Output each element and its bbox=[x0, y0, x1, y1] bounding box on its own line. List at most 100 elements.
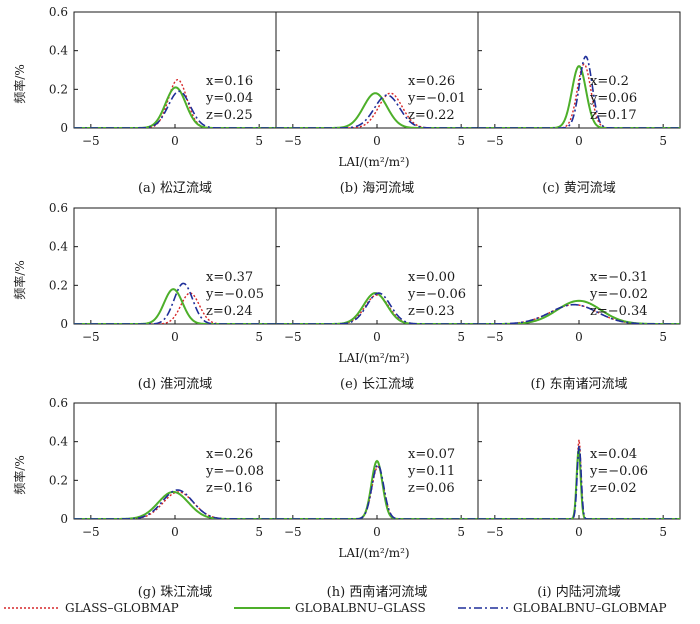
x-tick-label: 0 bbox=[575, 134, 583, 148]
panel-caption: (h) 西南诸河流域 bbox=[327, 584, 428, 600]
x-tick-label: 0 bbox=[575, 525, 583, 539]
series-line bbox=[478, 63, 680, 128]
y-tick-label: 0.4 bbox=[49, 44, 68, 58]
y-axis-label: 频率/% bbox=[12, 260, 27, 299]
series-line bbox=[74, 288, 276, 324]
stat-annotation: y=−0.06 bbox=[589, 464, 648, 479]
y-tick-label: 0 bbox=[60, 512, 68, 526]
x-tick-label: 0 bbox=[171, 134, 179, 148]
stat-annotation: x=0.04 bbox=[590, 447, 637, 462]
x-tick-label: 0 bbox=[171, 330, 179, 344]
y-tick-label: 0.4 bbox=[49, 240, 68, 254]
stat-annotation: y=−0.02 bbox=[589, 287, 648, 302]
series-line bbox=[74, 282, 276, 324]
stat-annotation: y=−0.08 bbox=[205, 464, 264, 479]
y-tick-label: 0.4 bbox=[49, 435, 68, 449]
stat-annotation: x=0.07 bbox=[408, 447, 455, 462]
panel-d: 0 0.2 0.4 0.6 −5 0 5 x=0.37 y=−0.05 z=0.24 (d) 淮河流… bbox=[49, 201, 277, 392]
panel-c: −5 0 5 x=0.2 y=0.06 z=0.17 (c) 黄河流域 bbox=[477, 11, 681, 196]
series-line bbox=[276, 459, 478, 519]
x-tick-label: −5 bbox=[486, 134, 504, 148]
panel-f: −5 0 5 x=−0.31 y=−0.02 z=−0.34 (f) 东南诸河流域 bbox=[477, 207, 681, 392]
panel-caption: (c) 黄河流域 bbox=[542, 181, 616, 196]
y-tick-label: 0.6 bbox=[49, 201, 68, 215]
y-tick-label: 0 bbox=[60, 121, 68, 135]
x-tick-label: 0 bbox=[373, 330, 381, 344]
series-line bbox=[478, 65, 680, 128]
stat-annotation: x=0.26 bbox=[408, 74, 455, 89]
x-tick-label: −5 bbox=[82, 330, 100, 344]
stat-annotation: y=0.04 bbox=[205, 91, 253, 106]
y-axis-label: 频率/% bbox=[12, 455, 27, 494]
series-line bbox=[478, 447, 680, 519]
x-tick-label: 5 bbox=[659, 525, 667, 539]
x-tick-label: 5 bbox=[255, 525, 263, 539]
y-tick-label: 0.6 bbox=[49, 396, 68, 410]
x-tick-label: −5 bbox=[284, 330, 302, 344]
x-tick-label: −5 bbox=[82, 134, 100, 148]
series-line bbox=[478, 439, 680, 519]
panel-caption: (f) 东南诸河流域 bbox=[530, 376, 627, 392]
stat-annotation: z=−0.34 bbox=[590, 304, 648, 319]
panel-h: −5 0 5 x=0.07 y=0.11 z=0.06 (h) 西南诸河流域 bbox=[275, 402, 479, 600]
stat-annotation: z=0.06 bbox=[408, 481, 455, 496]
panel-caption: (e) 长江流域 bbox=[340, 377, 414, 392]
x-tick-label: 5 bbox=[255, 330, 263, 344]
stat-annotation: z=0.24 bbox=[206, 304, 253, 319]
x-tick-label: −5 bbox=[284, 134, 302, 148]
series-line bbox=[74, 86, 276, 128]
plot-frame bbox=[477, 11, 681, 129]
legend: GLASS–GLOBMAP GLOBALBNU–GLASS GLOBALBNU–GL… bbox=[4, 601, 667, 615]
x-tick-label: −5 bbox=[486, 525, 504, 539]
panel-caption: (d) 淮河流域 bbox=[138, 377, 213, 392]
x-tick-label: 0 bbox=[171, 525, 179, 539]
x-tick-label: 0 bbox=[575, 330, 583, 344]
stat-annotation: x=−0.31 bbox=[590, 270, 648, 285]
x-tick-label: 5 bbox=[659, 330, 667, 344]
stat-annotation: y=0.06 bbox=[589, 91, 637, 106]
x-tick-label: 5 bbox=[659, 134, 667, 148]
x-axis-label: LAI/(m²/m²) bbox=[338, 155, 409, 169]
panel-caption: (a) 松辽流域 bbox=[138, 181, 212, 196]
x-tick-label: 5 bbox=[457, 134, 465, 148]
stat-annotation: z=0.22 bbox=[408, 108, 455, 123]
x-tick-label: −5 bbox=[82, 525, 100, 539]
series-line bbox=[276, 294, 478, 324]
series-line bbox=[74, 90, 276, 128]
stat-annotation: x=0.16 bbox=[206, 74, 253, 89]
panel-a: 0 0.2 0.4 0.6 −5 0 5 x=0.16 y=0.04 z=0.25 (a) 松辽流域 bbox=[49, 5, 277, 196]
panel-b: −5 0 5 x=0.26 y=−0.01 z=0.22 (b) 海河流域 bbox=[275, 11, 479, 196]
series-line bbox=[74, 490, 276, 519]
stat-annotation: y=−0.05 bbox=[205, 287, 264, 302]
y-axis-label: 频率/% bbox=[12, 64, 27, 103]
legend-label: GLASS–GLOBMAP bbox=[65, 601, 179, 615]
stat-annotation: z=0.25 bbox=[206, 108, 253, 123]
panel-g: 0 0.2 0.4 0.6 −5 0 5 x=0.26 y=−0.08 z=0.16 (g) 珠江流… bbox=[49, 396, 277, 600]
x-axis-label: LAI/(m²/m²) bbox=[338, 546, 409, 560]
y-tick-label: 0.6 bbox=[49, 5, 68, 19]
series-line bbox=[478, 303, 680, 324]
y-tick-label: 0.2 bbox=[49, 82, 68, 96]
series-line bbox=[276, 92, 478, 128]
x-axis-label: LAI/(m²/m²) bbox=[338, 351, 409, 365]
series-line bbox=[276, 292, 478, 324]
stat-annotation: x=0.26 bbox=[206, 447, 253, 462]
series-line bbox=[478, 55, 680, 128]
stat-annotation: y=−0.06 bbox=[407, 287, 466, 302]
stat-annotation: y=−0.01 bbox=[407, 91, 466, 106]
x-tick-label: −5 bbox=[486, 330, 504, 344]
panel-caption: (g) 珠江流域 bbox=[138, 585, 213, 600]
stat-annotation: x=0.37 bbox=[206, 270, 253, 285]
x-tick-label: 5 bbox=[457, 330, 465, 344]
panel-caption: (b) 海河流域 bbox=[340, 181, 415, 196]
x-tick-label: 0 bbox=[373, 525, 381, 539]
series-line bbox=[276, 92, 478, 128]
plot-frame bbox=[477, 207, 681, 325]
stat-annotation: z=0.23 bbox=[408, 304, 455, 319]
panel-e: −5 0 5 x=0.00 y=−0.06 z=0.23 (e) 长江流域 bbox=[275, 207, 479, 392]
legend-label: GLOBALBNU–GLOBMAP bbox=[513, 601, 667, 615]
panel-caption: (i) 内陆河流域 bbox=[537, 584, 620, 600]
x-tick-label: 5 bbox=[255, 134, 263, 148]
y-tick-label: 0.2 bbox=[49, 278, 68, 292]
